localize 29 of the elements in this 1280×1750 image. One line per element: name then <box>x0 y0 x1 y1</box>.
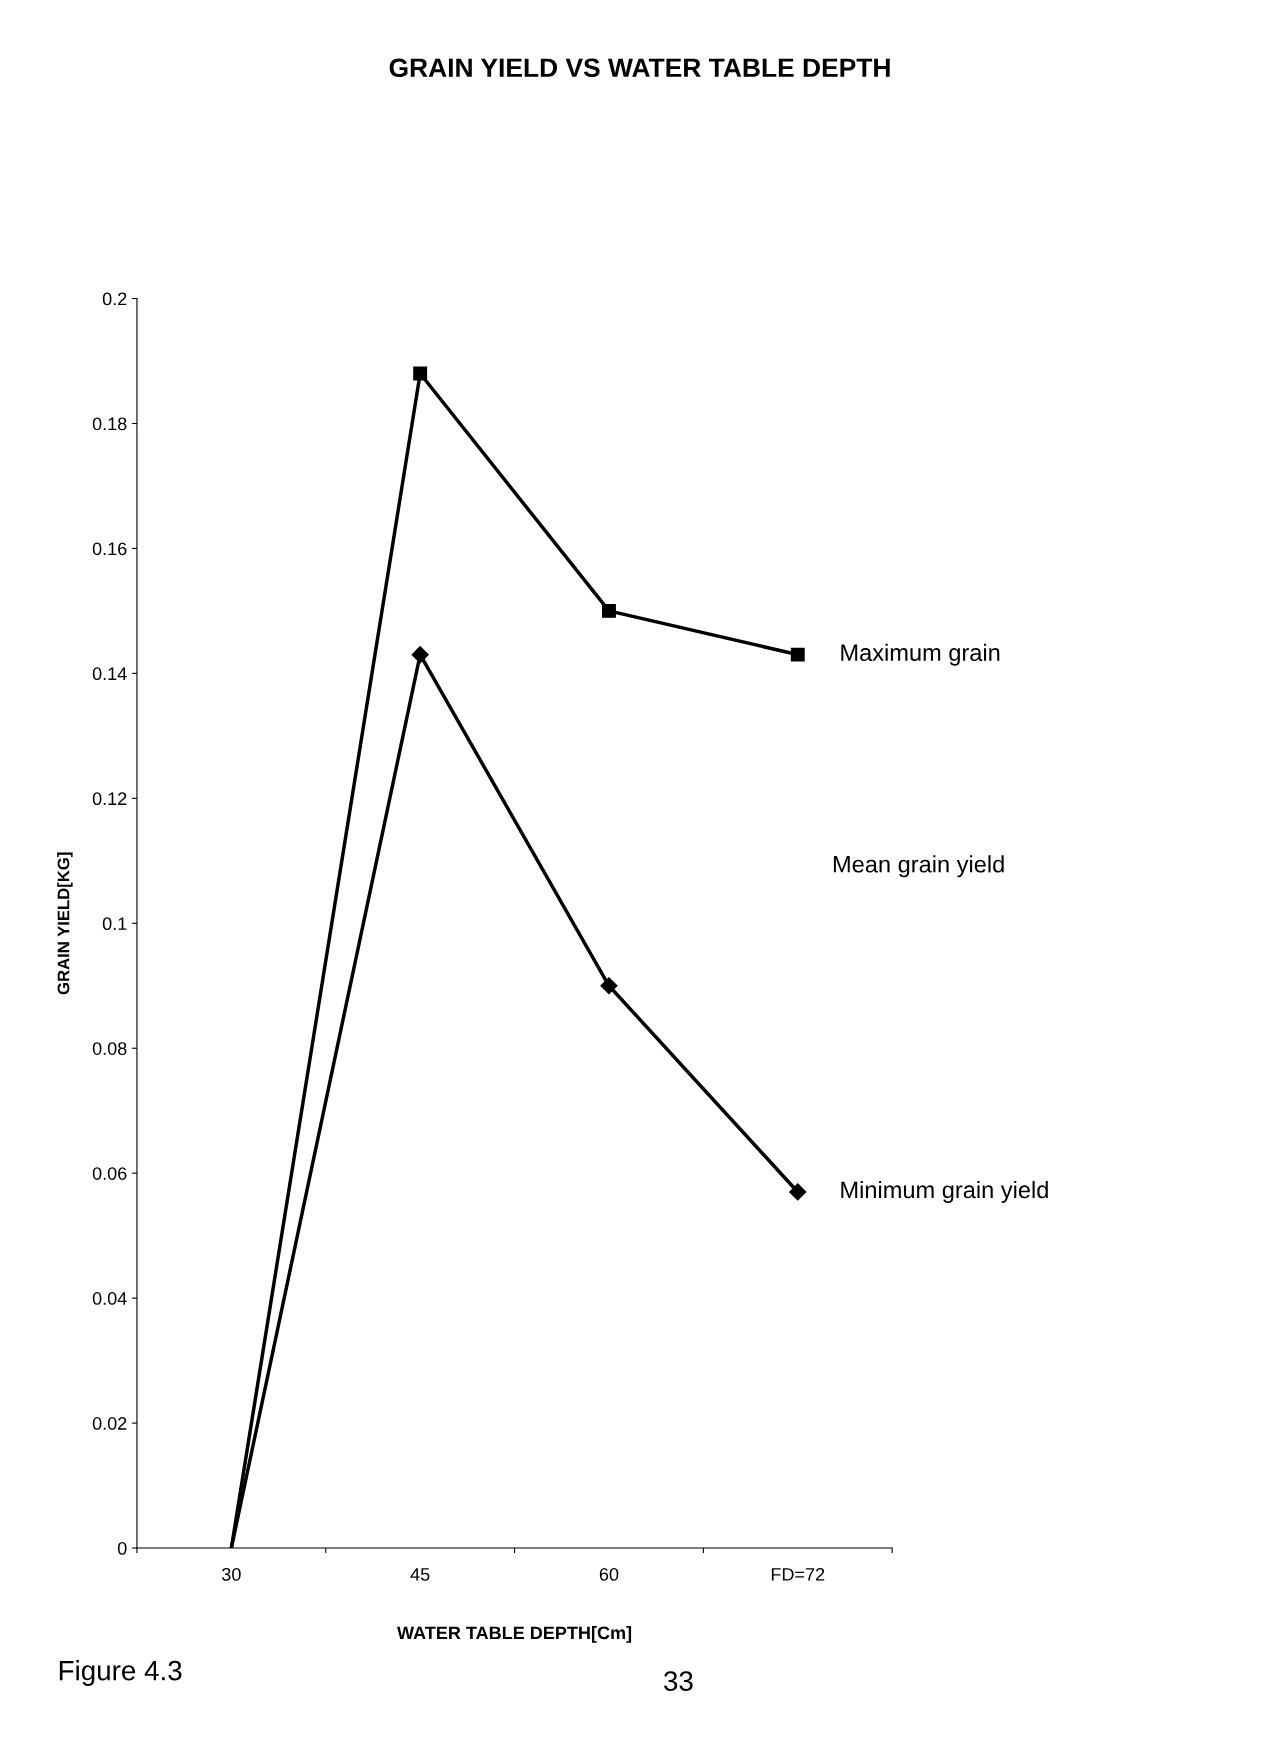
annotation: Mean grain yield <box>833 855 1004 878</box>
point <box>789 1183 807 1201</box>
y-tick-label: 0.04 <box>92 1292 127 1305</box>
point <box>600 977 618 995</box>
x-tick-label: 45 <box>410 1568 430 1581</box>
y-tick-label: 0.16 <box>92 542 127 556</box>
y-tick-label: 0.06 <box>92 1167 127 1180</box>
caption: Figure 4.3 <box>59 1660 182 1686</box>
chart-title: GRAIN YIELD VS WATER TABLE DEPTH <box>389 58 890 78</box>
x-axis-title: WATER TABLE DEPTH[Cm] <box>397 1625 632 1643</box>
point <box>790 647 805 662</box>
x-tick-label: 60 <box>599 1567 619 1581</box>
y-tick-label: 0.12 <box>92 792 127 806</box>
series-label: Minimum grain yield <box>841 1180 1048 1203</box>
x-tick-label: FD=72 <box>771 1567 825 1581</box>
x-tick-label: 30 <box>222 1567 241 1581</box>
point <box>411 646 429 664</box>
y-tick-label: 0.02 <box>92 1417 127 1430</box>
y-tick-label: 0.14 <box>92 667 127 681</box>
y-tick-label: 0.08 <box>92 1042 127 1055</box>
y-axis-title: GRAIN YIELD[KG] <box>57 852 73 995</box>
y-tick-label: 0.1 <box>102 917 127 931</box>
series-label: Maximum grain <box>841 643 1000 666</box>
text: 33 <box>664 1671 693 1691</box>
point <box>602 603 616 618</box>
y-tick-label: 0 <box>117 1541 127 1555</box>
point <box>413 366 428 381</box>
y-tick-label: 0.18 <box>92 417 127 431</box>
y-tick-label: 0.2 <box>102 292 127 306</box>
